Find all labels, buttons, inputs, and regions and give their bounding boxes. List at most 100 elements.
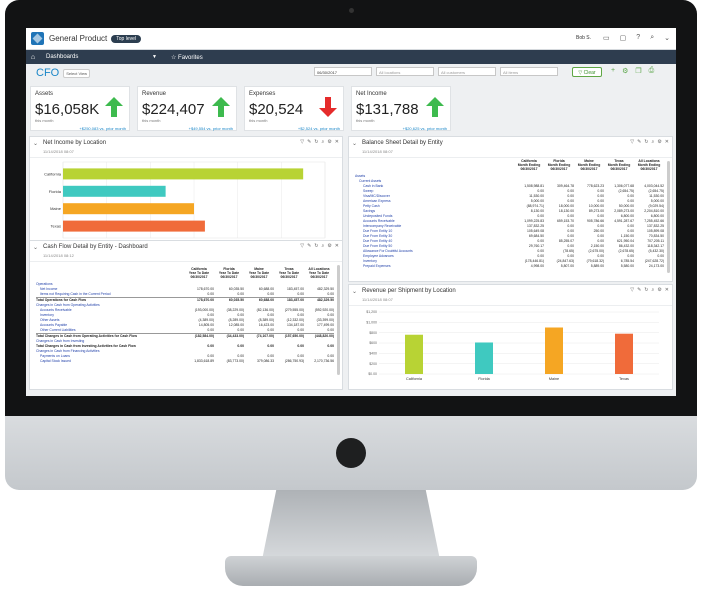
table-row[interactable]: Accounts Receivable 1,099,225.83 659,153.7… [355, 219, 664, 224]
cell: (182,584.00) [194, 334, 214, 338]
collapse-chevron-icon[interactable]: ⌄ [352, 141, 358, 147]
settings-icon[interactable]: ⚙ [327, 139, 332, 145]
table-row[interactable]: Employee Advances 0.00 0.00 0.00 0.00 0.00 [355, 254, 664, 259]
table-row[interactable]: Accounts Payable 14,805.00 12,085.00 16,423… [36, 323, 334, 328]
table-row[interactable]: Visa/MC/Discover 11,530.00 0.00 0.00 0.00 11,… [355, 194, 664, 199]
filter-icon[interactable]: ▽ [630, 139, 635, 145]
favorites-menu[interactable]: ☆ Favorites [171, 54, 203, 61]
table-row[interactable]: Payments on Loans 0.00 0.00 0.00 0.00 0.00 [36, 354, 334, 359]
table-row[interactable]: Total Operations for Cash Flow 178,670.00… [36, 297, 334, 303]
help-icon[interactable]: ? [636, 34, 641, 41]
edit-icon[interactable]: ✎ [637, 139, 642, 145]
zoom-icon[interactable]: ⌕ [321, 139, 325, 145]
bar-maine[interactable] [545, 327, 563, 375]
table-row[interactable]: Total Changes in Cash from Operating Act… [36, 333, 334, 339]
table-row[interactable]: Undeposited Funds 0.00 0.00 0.00 6,800.00 6,8… [355, 214, 664, 219]
inbox-icon[interactable]: ▢ [619, 35, 627, 42]
bar-california[interactable] [405, 334, 423, 374]
settings-icon[interactable]: ⚙ [622, 68, 629, 75]
table-row[interactable]: Due From Entity 10 105,649.08 0.00 250.00 0.… [355, 229, 664, 234]
table-row[interactable]: Savings 8,130.00 18,130.00 89,273.00 2,089,2… [355, 209, 664, 214]
table-row[interactable]: Current Assets [355, 179, 664, 184]
filter-icon[interactable]: ▽ [300, 243, 305, 249]
refresh-icon[interactable]: ↻ [314, 243, 319, 249]
home-icon[interactable]: ⌂ [30, 53, 36, 61]
zoom-icon[interactable]: ⌕ [651, 287, 655, 293]
zoom-icon[interactable]: ⌕ [651, 139, 655, 145]
bar-california[interactable] [63, 168, 304, 180]
edit-icon[interactable]: ✎ [307, 243, 312, 249]
table-row[interactable]: Changes in Cash from Investing [36, 339, 334, 344]
refresh-icon[interactable]: ↻ [314, 139, 319, 145]
collapse-chevron-icon[interactable]: ⌄ [352, 289, 358, 295]
settings-icon[interactable]: ⚙ [657, 287, 662, 293]
chat-icon[interactable]: ▭ [603, 35, 610, 42]
filter-icon[interactable]: ▽ [300, 139, 305, 145]
table-row[interactable]: Other Assets (4,389.00) (8,289.00) (8,389.0… [36, 318, 334, 323]
table-row[interactable]: Capital Stock Issued 1,833,618.89 (83,773.… [36, 359, 334, 364]
table-row[interactable]: Changes in Cash from Operating Activitie… [36, 303, 334, 308]
table-row[interactable]: Operations [36, 282, 334, 287]
table-row[interactable]: Net Income 178,670.00 60,035.50 60,688.00 18… [36, 287, 334, 292]
scrollbar[interactable] [667, 161, 670, 273]
print-icon[interactable]: ⎙ [648, 67, 655, 74]
edit-icon[interactable]: ✎ [307, 139, 312, 145]
location-filter[interactable]: All locations [376, 67, 434, 76]
kpi-card-net-income[interactable]: Net Income $131,788 this month +$20,625 vs.… [351, 86, 451, 131]
scrollbar[interactable] [337, 265, 340, 375]
table-row[interactable]: Intercompany Receivable 137,832.25 0.00 0.0… [355, 224, 664, 229]
add-icon[interactable]: + [611, 67, 616, 74]
bar-florida[interactable] [63, 185, 166, 197]
item-filter[interactable]: All items [500, 67, 558, 76]
collapse-chevron-icon[interactable]: ⌄ [33, 245, 39, 251]
table-row[interactable]: Sweep 0.00 0.00 0.00 (2,654.75) (2,654.75) [355, 189, 664, 194]
table-row[interactable]: Due From Entity 50 29,760.17 0.00 2,150.00 8… [355, 244, 664, 249]
user-name[interactable]: Bob S. [576, 35, 592, 41]
refresh-icon[interactable]: ↻ [644, 139, 649, 145]
delete-icon[interactable]: ✕ [334, 139, 339, 145]
table-row[interactable]: Prepaid Expenses 4,998.00 5,807.00 5,889.00… [355, 264, 664, 269]
kpi-card-assets[interactable]: Assets $16,058K this month +$250.083 vs. pr… [30, 86, 130, 131]
table-row[interactable]: Items not Requiring Cash in the Current … [36, 292, 334, 297]
company-name[interactable]: General Product [49, 34, 108, 43]
table-row[interactable]: Assets [355, 174, 664, 179]
delete-icon[interactable]: ✕ [664, 139, 669, 145]
kpi-card-revenue[interactable]: Revenue $224,407 this month +$49,554 vs. pr… [137, 86, 237, 131]
bar-maine[interactable] [63, 203, 194, 215]
bar-texas[interactable] [615, 333, 633, 374]
collapse-chevron-icon[interactable]: ⌄ [33, 141, 39, 147]
refresh-icon[interactable]: ↻ [644, 287, 649, 293]
customer-filter[interactable]: All customers [438, 67, 496, 76]
select-view-dropdown[interactable]: Select View [63, 68, 91, 78]
table-row[interactable]: Accounts Receivable (193,000.00) (38,229.0… [36, 308, 334, 313]
delete-icon[interactable]: ✕ [664, 287, 669, 293]
table-row[interactable]: Other Current Liabilities 0.00 0.00 0.00 0.0… [36, 328, 334, 333]
table-row[interactable]: Allowance For Doubtful Accounts 0.00 (78.6… [355, 249, 664, 254]
table-row[interactable]: Due From Entity 40 0.00 85,255.07 0.00 621,9… [355, 239, 664, 244]
bar-florida[interactable] [475, 342, 493, 374]
app-logo-icon[interactable] [31, 32, 44, 45]
copy-icon[interactable]: ❐ [635, 68, 642, 75]
table-row[interactable]: Total Changes in Cash from Investing Act… [36, 344, 334, 349]
filter-icon[interactable]: ▽ [630, 287, 635, 293]
edit-icon[interactable]: ✎ [637, 287, 642, 293]
table-row[interactable]: American Express 5,000.00 0.00 0.00 0.00 5,00… [355, 199, 664, 204]
table-row[interactable]: Due From Entity 30 69,684.50 0.00 0.00 1,150… [355, 234, 664, 239]
settings-icon[interactable]: ⚙ [327, 243, 332, 249]
table-row[interactable]: Inventory 0.00 0.00 0.00 0.00 0.00 [36, 313, 334, 318]
settings-icon[interactable]: ⚙ [657, 139, 662, 145]
bar-texas[interactable] [63, 220, 205, 232]
search-icon[interactable]: ⌕ [650, 34, 655, 41]
date-filter[interactable]: 06/30/2017 [314, 67, 372, 76]
table-row[interactable]: Changes in Cash from Financing Activitie… [36, 349, 334, 354]
zoom-icon[interactable]: ⌕ [321, 243, 325, 249]
clear-filters-button[interactable]: ▽ Clear [572, 67, 602, 77]
table-row[interactable]: Petty Cash (88,974.71) 18,000.00 10,000.00 5… [355, 204, 664, 209]
table-row[interactable]: Cash in Bank 1,508,988.81 309,464.78 778,62… [355, 184, 664, 189]
kpi-card-expenses[interactable]: Expenses $20,524 this month +$2,524 vs. pri… [244, 86, 344, 131]
table-row[interactable]: Inventory (178,446.81) (24,847.63) (79,618.… [355, 259, 664, 264]
delete-icon[interactable]: ✕ [334, 243, 339, 249]
chevron-down-icon[interactable]: ⌄ [664, 35, 670, 42]
level-selector[interactable]: Top level [111, 34, 141, 43]
dashboards-menu[interactable]: Dashboards ▼ [40, 54, 161, 60]
